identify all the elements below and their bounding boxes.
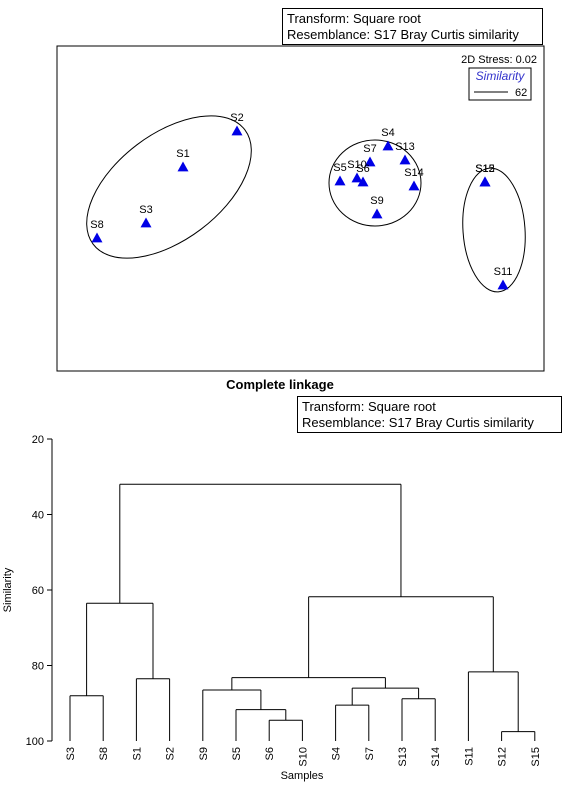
dendro-resemblance-text: Resemblance: S17 Bray Curtis similarity — [302, 415, 534, 430]
mds-info-box: Transform: Square root Resemblance: S17 … — [282, 8, 543, 45]
mds-point-s2 — [231, 125, 243, 136]
mds-point-s11 — [497, 279, 509, 290]
mds-point-s9 — [371, 208, 383, 219]
mds-point-label: S15 — [475, 163, 495, 175]
dendrogram-title: Complete linkage — [226, 377, 334, 392]
dendro-y-tick-label: 20 — [32, 434, 44, 446]
mds-point-s8 — [91, 232, 103, 243]
mds-cluster-ellipse — [86, 115, 252, 259]
mds-point-label: S14 — [404, 167, 424, 179]
dendro-transform-text: Transform: Square root — [302, 399, 436, 414]
mds-point-label: S6 — [356, 163, 369, 175]
mds-point-label: S4 — [381, 127, 394, 139]
dendro-leaf-label: S11 — [463, 747, 475, 766]
dendro-y-tick-label: 60 — [32, 585, 44, 597]
dendro-leaf-label: S12 — [497, 747, 509, 767]
dendro-leaf-label: S4 — [331, 747, 343, 760]
mds-legend-box — [468, 67, 532, 101]
mds-point-label: S13 — [395, 141, 415, 153]
mds-point-s13 — [399, 154, 411, 165]
dendro-leaf-label: S5 — [231, 747, 243, 760]
mds-cluster-ellipse — [462, 167, 526, 293]
mds-point-s4 — [382, 140, 394, 151]
mds-legend-level: 62 — [515, 87, 527, 99]
dendro-leaf-label: S8 — [98, 747, 110, 760]
mds-point-s10 — [351, 172, 363, 183]
mds-point-label: S3 — [139, 204, 152, 216]
mds-legend-title: Similarity — [476, 69, 526, 83]
mds-frame — [56, 45, 545, 372]
mds-point-label: S2 — [230, 112, 243, 124]
mds-point-label: S10 — [347, 159, 367, 171]
mds-point-s5 — [334, 175, 346, 186]
mds-plot: 2D Stress: 0.02 Similarity 62 S2 S1 S3 S8 S4… — [56, 45, 545, 372]
mds-point-label: S5 — [333, 162, 346, 174]
mds-point-s15 — [479, 176, 491, 187]
mds-point-s14 — [408, 180, 420, 191]
dendro-y-axis-label: Similarity — [2, 567, 14, 612]
mds-point-s3 — [140, 217, 152, 228]
mds-point-label: S7 — [363, 143, 376, 155]
dendro-y-tick-label: 40 — [32, 510, 44, 522]
dendro-leaf-label: S3 — [65, 747, 77, 760]
mds-stress-text: 2D Stress: 0.02 — [461, 54, 537, 66]
dendro-leaf-label: S15 — [530, 747, 542, 767]
dendro-leaf-label: S6 — [264, 747, 276, 760]
mds-cluster-ellipse — [328, 139, 422, 227]
dendro-leaf-label: S13 — [397, 747, 409, 767]
dendro-leaf-label: S7 — [364, 747, 376, 760]
mds-point-label: S9 — [370, 195, 383, 207]
dendro-leaf-label: S10 — [297, 747, 309, 767]
mds-point-s1 — [177, 161, 189, 172]
dendro-info-box: Transform: Square root Resemblance: S17 … — [297, 396, 562, 433]
mds-point-label: S8 — [90, 219, 103, 231]
dendro-y-tick-label: 80 — [32, 661, 44, 673]
dendro-leaf-label: S1 — [131, 747, 143, 760]
mds-point-s7 — [364, 156, 376, 167]
mds-point-label: S1 — [176, 148, 189, 160]
mds-resemblance-text: Resemblance: S17 Bray Curtis similarity — [287, 27, 519, 42]
dendro-x-axis-label: Samples — [281, 770, 324, 782]
mds-transform-text: Transform: Square root — [287, 11, 421, 26]
dendro-leaf-label: S2 — [165, 747, 177, 760]
mds-point-s6 — [357, 176, 369, 187]
dendro-leaf-label: S14 — [430, 747, 442, 767]
dendro-y-tick-label: 100 — [26, 736, 44, 748]
dendro-leaf-label: S9 — [198, 747, 210, 760]
mds-point-label: S12 — [475, 163, 495, 175]
mds-point-label: S11 — [494, 266, 513, 278]
